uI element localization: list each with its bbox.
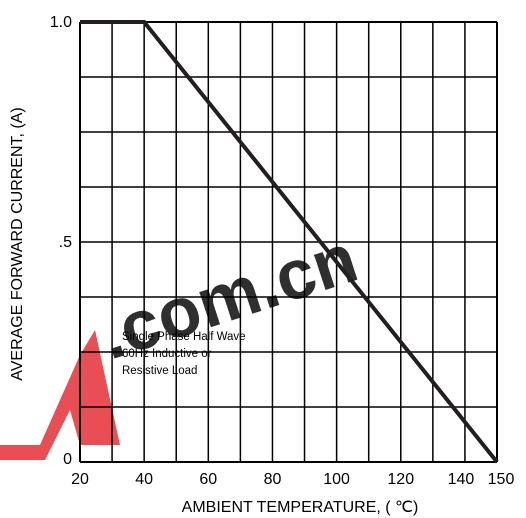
series xyxy=(80,20,499,464)
y-tick-label: 0 xyxy=(63,451,72,468)
x-tick-label: 80 xyxy=(264,471,282,488)
y-tick-label: .5 xyxy=(59,234,72,251)
x-tick-label: 40 xyxy=(135,471,153,488)
watermark-logo-n xyxy=(0,330,120,460)
x-tick-label: 60 xyxy=(199,471,217,488)
series-line xyxy=(80,20,499,464)
y-tick-label: 1.0 xyxy=(50,14,72,31)
annotation-line: Resistive Load xyxy=(122,365,197,377)
x-tick-label: 20 xyxy=(71,471,89,488)
annotation-line: 60Hz Inductive or xyxy=(122,348,212,360)
x-axis-label: AMBIENT TEMPERATURE, ( ℃) xyxy=(182,499,419,516)
grid xyxy=(79,21,498,463)
tick-labels: 20 40 60 80 100 120 140 150 0 .5 1.0 xyxy=(50,14,515,488)
x-tick-label: 120 xyxy=(387,471,414,488)
x-tick-label: 150 xyxy=(488,471,515,488)
annotation-line: Single Phase Half Wave xyxy=(122,331,246,343)
x-tick-label: 140 xyxy=(448,471,475,488)
annotation: Single Phase Half Wave 60Hz Inductive or R… xyxy=(122,331,246,377)
x-tick-label: 100 xyxy=(323,471,350,488)
y-axis-label: AVERAGE FORWARD CURRENT, (A) xyxy=(9,107,26,381)
